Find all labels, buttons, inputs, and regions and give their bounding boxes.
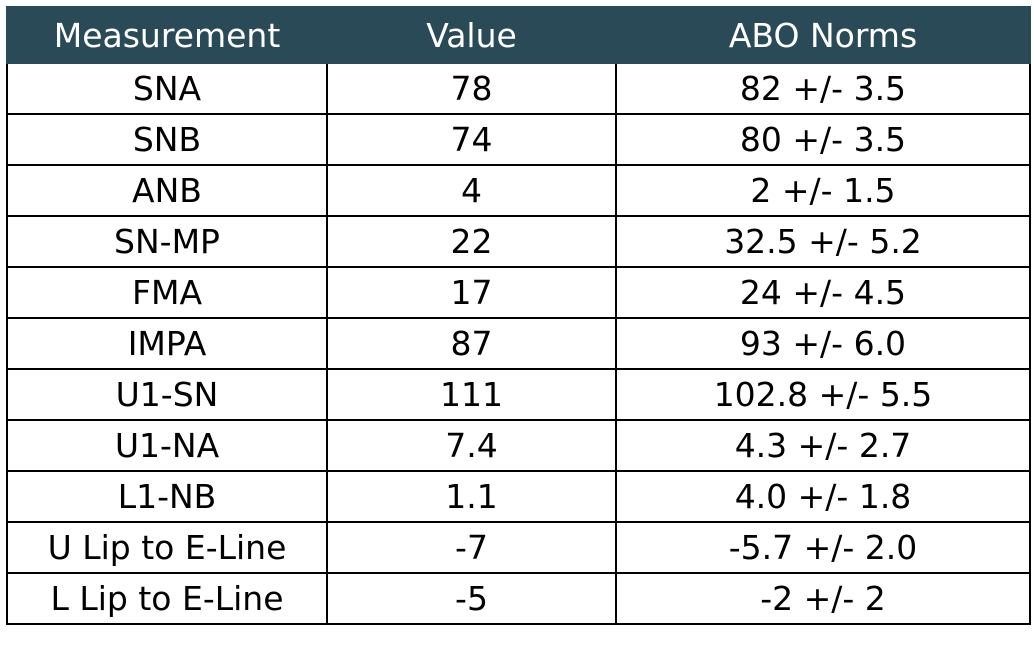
value-cell: 1.1 — [326, 470, 617, 523]
measurement-cell: IMPA — [6, 317, 328, 370]
table-row: U1-NA 7.4 4.3 +/- 2.7 — [6, 419, 1031, 472]
header-value: Value — [326, 6, 617, 64]
norm-cell: 32.5 +/- 5.2 — [615, 215, 1031, 268]
norm-cell: 4.3 +/- 2.7 — [615, 419, 1031, 472]
value-cell: 17 — [326, 266, 617, 319]
header-row: Measurement Value ABO Norms — [6, 6, 1031, 64]
table-row: IMPA 87 93 +/- 6.0 — [6, 317, 1031, 370]
measurement-cell: U1-NA — [6, 419, 328, 472]
table-row: U Lip to E-Line -7 -5.7 +/- 2.0 — [6, 521, 1031, 574]
measurement-cell: L1-NB — [6, 470, 328, 523]
norm-cell: -2 +/- 2 — [615, 572, 1031, 625]
value-cell: 4 — [326, 164, 617, 217]
table-row: SN-MP 22 32.5 +/- 5.2 — [6, 215, 1031, 268]
measurement-cell: SN-MP — [6, 215, 328, 268]
norm-cell: 24 +/- 4.5 — [615, 266, 1031, 319]
value-cell: -5 — [326, 572, 617, 625]
norm-cell: 93 +/- 6.0 — [615, 317, 1031, 370]
table-row: U1-SN 111 102.8 +/- 5.5 — [6, 368, 1031, 421]
value-cell: 87 — [326, 317, 617, 370]
norm-cell: 4.0 +/- 1.8 — [615, 470, 1031, 523]
table-header: Measurement Value ABO Norms — [6, 6, 1031, 64]
table-row: SNA 78 82 +/- 3.5 — [6, 62, 1031, 115]
value-cell: 111 — [326, 368, 617, 421]
table-row: L Lip to E-Line -5 -2 +/- 2 — [6, 572, 1031, 625]
table-row: ANB 4 2 +/- 1.5 — [6, 164, 1031, 217]
table-row: SNB 74 80 +/- 3.5 — [6, 113, 1031, 166]
measurement-cell: U1-SN — [6, 368, 328, 421]
value-cell: 22 — [326, 215, 617, 268]
value-cell: 7.4 — [326, 419, 617, 472]
measurement-cell: ANB — [6, 164, 328, 217]
measurement-cell: L Lip to E-Line — [6, 572, 328, 625]
norm-cell: 82 +/- 3.5 — [615, 62, 1031, 115]
norm-cell: 2 +/- 1.5 — [615, 164, 1031, 217]
norm-cell: 80 +/- 3.5 — [615, 113, 1031, 166]
norm-cell: 102.8 +/- 5.5 — [615, 368, 1031, 421]
header-measurement: Measurement — [6, 6, 328, 64]
table-row: FMA 17 24 +/- 4.5 — [6, 266, 1031, 319]
header-abo-norms: ABO Norms — [615, 6, 1031, 64]
table-body: SNA 78 82 +/- 3.5 SNB 74 80 +/- 3.5 ANB 4 2 +/- … — [6, 62, 1031, 625]
measurement-cell: SNB — [6, 113, 328, 166]
measurement-cell: FMA — [6, 266, 328, 319]
measurement-cell: U Lip to E-Line — [6, 521, 328, 574]
norm-cell: -5.7 +/- 2.0 — [615, 521, 1031, 574]
cephalometric-table: Measurement Value ABO Norms SNA 78 82 +/- … — [6, 6, 1031, 625]
measurement-cell: SNA — [6, 62, 328, 115]
value-cell: 74 — [326, 113, 617, 166]
value-cell: -7 — [326, 521, 617, 574]
value-cell: 78 — [326, 62, 617, 115]
table-row: L1-NB 1.1 4.0 +/- 1.8 — [6, 470, 1031, 523]
